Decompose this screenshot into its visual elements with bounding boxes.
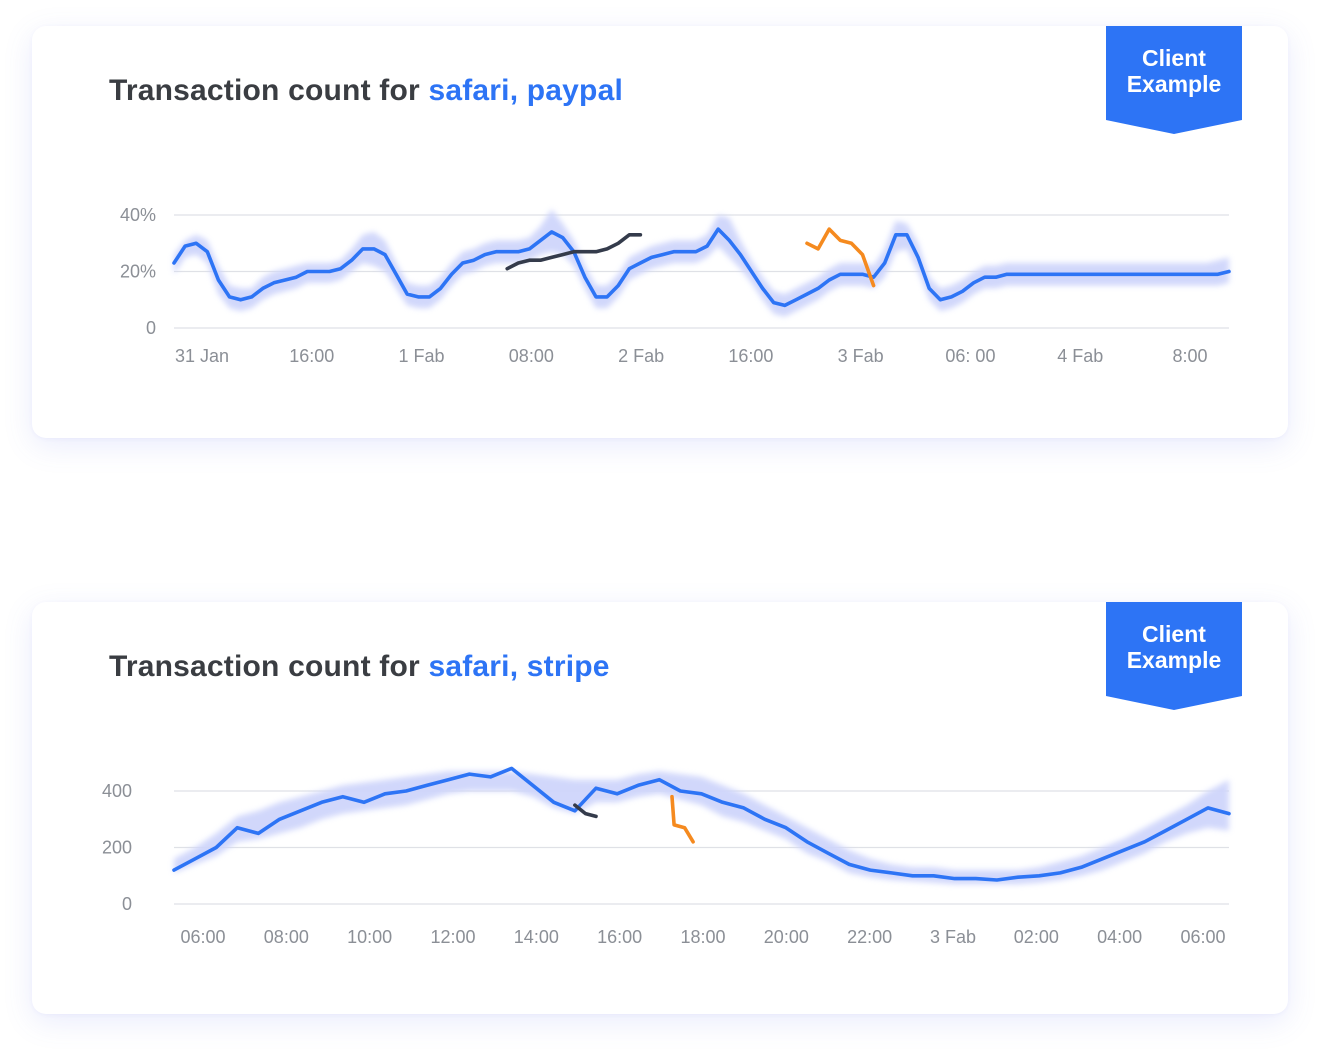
- x-tick-label: 31 Jan: [175, 346, 229, 366]
- confidence-band: [174, 771, 1229, 885]
- x-tick-label: 08:00: [264, 927, 309, 947]
- badge-ribbon-shape: [1106, 26, 1242, 134]
- y-tick-label: 40%: [120, 205, 156, 225]
- badge-line2: Example: [1126, 71, 1222, 97]
- y-tick-label: 200: [102, 838, 132, 858]
- x-tick-label: 06:00: [1180, 927, 1225, 947]
- line-chart-paypal: 0 20% 40% 31 Jan 16:00 1 Fab 08:00 2 Fab 16:00 3 …: [120, 205, 1231, 366]
- client-example-badge: Client Example: [1106, 26, 1242, 134]
- x-tick-label: 16:00: [728, 346, 773, 366]
- client-example-badge: Client Example: [1106, 602, 1242, 710]
- highlighted-segment: [573, 803, 598, 819]
- chart-title-prefix: Transaction count for: [109, 74, 429, 107]
- confidence-band: [174, 209, 1229, 317]
- chart-title: Transaction count for safari, stripe: [109, 650, 610, 684]
- x-tick-label: 06: 00: [945, 346, 995, 366]
- chart-card-paypal: Transaction count for safari, paypal Cli…: [32, 26, 1288, 438]
- x-tick-label: 18:00: [680, 927, 725, 947]
- highlighted-segment: [805, 227, 876, 288]
- x-tick-label: 10:00: [347, 927, 392, 947]
- x-tick-label: 14:00: [514, 927, 559, 947]
- line-chart-stripe: 0 200 400 06:00 08:00 10:00 12:00 14:00 16:00 18:…: [102, 766, 1231, 947]
- y-tick-label: 20%: [120, 262, 156, 282]
- chart-title-highlight: safari, stripe: [428, 650, 610, 683]
- x-tick-label: 04:00: [1097, 927, 1142, 947]
- x-tick-label: 06:00: [180, 927, 225, 947]
- x-tick-label: 22:00: [847, 927, 892, 947]
- x-tick-label: 16:00: [289, 346, 334, 366]
- series-line: [172, 227, 1231, 308]
- chart-card-stripe: Transaction count for safari, stripe Cli…: [32, 602, 1288, 1014]
- x-tick-label: 4 Fab: [1057, 346, 1103, 366]
- y-tick-label: 0: [122, 894, 132, 914]
- badge-line2: Example: [1126, 647, 1222, 673]
- x-tick-label: 8:00: [1172, 346, 1207, 366]
- badge-ribbon-shape: [1106, 602, 1242, 710]
- y-tick-label: 400: [102, 781, 132, 801]
- x-tick-label: 12:00: [430, 927, 475, 947]
- chart-title-highlight: safari, paypal: [428, 74, 624, 107]
- x-tick-label: 3 Fab: [930, 927, 976, 947]
- badge-line1: Client: [1142, 45, 1206, 71]
- series-line: [172, 766, 1231, 882]
- x-tick-label: 3 Fab: [838, 346, 884, 366]
- x-tick-label: 02:00: [1014, 927, 1059, 947]
- x-tick-label: 20:00: [764, 927, 809, 947]
- y-tick-label: 0: [146, 318, 156, 338]
- x-tick-label: 2 Fab: [618, 346, 664, 366]
- chart-title-prefix: Transaction count for: [109, 650, 429, 683]
- badge-line1: Client: [1142, 621, 1206, 647]
- highlighted-segment: [670, 794, 695, 844]
- x-tick-label: 08:00: [509, 346, 554, 366]
- highlighted-segment: [505, 233, 643, 271]
- chart-title: Transaction count for safari, paypal: [109, 74, 623, 108]
- x-tick-label: 1 Fab: [399, 346, 445, 366]
- x-tick-label: 16:00: [597, 927, 642, 947]
